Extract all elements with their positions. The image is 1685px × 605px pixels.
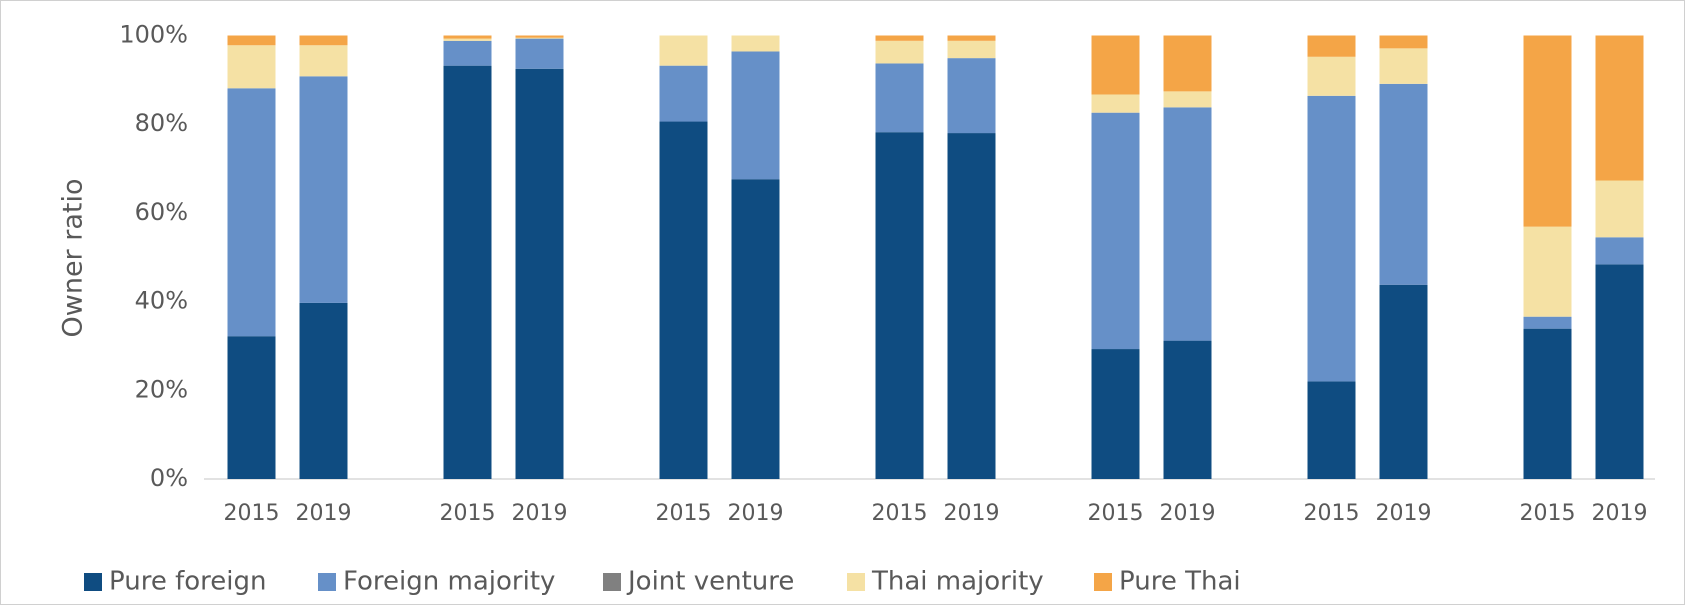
legend-swatch (603, 573, 621, 591)
y-tick-label: 0% (150, 464, 188, 492)
legend-label: Pure Thai (1119, 567, 1241, 597)
legend-swatch (847, 573, 865, 591)
bar-segment (659, 65, 708, 122)
legend-swatch (318, 573, 336, 591)
bar-segment (1091, 35, 1140, 95)
x-tick-label: 2019 (1376, 501, 1432, 526)
bar-segment (1595, 264, 1644, 479)
bar-segment (1307, 95, 1356, 382)
legend-label: Joint venture (626, 567, 794, 597)
x-tick-label: 2015 (440, 501, 496, 526)
bar-segment (1163, 35, 1212, 92)
bar-segment (1307, 381, 1356, 479)
x-tick-label: 2019 (512, 501, 568, 526)
legend-label: Pure foreign (109, 567, 266, 597)
bar-segment (443, 65, 492, 480)
x-tick-label: 2015 (656, 501, 712, 526)
bar-segment (1595, 237, 1644, 265)
bar-segment (1379, 48, 1428, 84)
bar-segment (443, 40, 492, 66)
bar-segment (1307, 35, 1356, 57)
bar-segment (1163, 107, 1212, 341)
bar-segment (515, 37, 564, 39)
bar-segment (227, 88, 276, 337)
bar-segment (1379, 284, 1428, 479)
bar-segment (515, 35, 564, 38)
x-tick-label: 2015 (1304, 501, 1360, 526)
x-tick-label: 2015 (1088, 501, 1144, 526)
bar-segment (443, 38, 492, 41)
bar-segment (227, 35, 276, 46)
x-tick-label: 2019 (728, 501, 784, 526)
bar-segment (1523, 35, 1572, 227)
bar-segment (947, 58, 996, 134)
bar-segment (1523, 316, 1572, 329)
legend-swatch (84, 573, 102, 591)
bar-segment (1307, 56, 1356, 96)
bar-segment (1595, 35, 1644, 181)
y-tick-label: 20% (135, 375, 188, 403)
legend-swatch (1094, 573, 1112, 591)
bar-segment (299, 45, 348, 77)
bar-segment (227, 336, 276, 479)
bar-segment (515, 38, 564, 69)
bar-segment (947, 35, 996, 41)
bar-segment (299, 302, 348, 479)
y-tick-label: 40% (135, 287, 188, 315)
bar-segment (875, 63, 924, 133)
bar-segment (947, 40, 996, 59)
x-tick-label: 2019 (944, 501, 1000, 526)
bar-segment (659, 121, 708, 479)
x-tick-label: 2015 (224, 501, 280, 526)
bar-segment (1163, 340, 1212, 479)
bar-segment (875, 132, 924, 480)
x-tick-label: 2019 (1160, 501, 1216, 526)
bar-segment (731, 179, 780, 479)
x-tick-label: 2019 (296, 501, 352, 526)
y-tick-label: 60% (135, 198, 188, 226)
y-tick-label: 100% (119, 21, 188, 49)
bar-segment (947, 133, 996, 479)
legend-label: Thai majority (871, 567, 1044, 597)
bar-segment (299, 35, 348, 46)
y-tick-label: 80% (135, 109, 188, 137)
bar-segment (1379, 35, 1428, 49)
bar-segment (1091, 349, 1140, 479)
x-tick-label: 2015 (1520, 501, 1576, 526)
bar-segment (1595, 180, 1644, 238)
bar-segment (1523, 328, 1572, 479)
bar-segment (1163, 91, 1212, 108)
bar-segment (299, 76, 348, 303)
bar-segment (1379, 83, 1428, 285)
bar-segment (1523, 226, 1572, 317)
bar-segment (1091, 112, 1140, 350)
bar-segment (659, 35, 708, 66)
bar-segment (731, 51, 780, 180)
bar-segment (731, 35, 780, 52)
y-axis-title: Owner ratio (58, 179, 89, 338)
bar-segment (443, 35, 492, 39)
bar-segment (875, 35, 924, 41)
bar-segment (227, 45, 276, 89)
bar-segment (875, 40, 924, 64)
x-tick-label: 2015 (872, 501, 928, 526)
legend-label: Foreign majority (343, 567, 555, 597)
bar-segment (1091, 94, 1140, 113)
x-tick-label: 2019 (1592, 501, 1648, 526)
bar-segment (515, 68, 564, 479)
